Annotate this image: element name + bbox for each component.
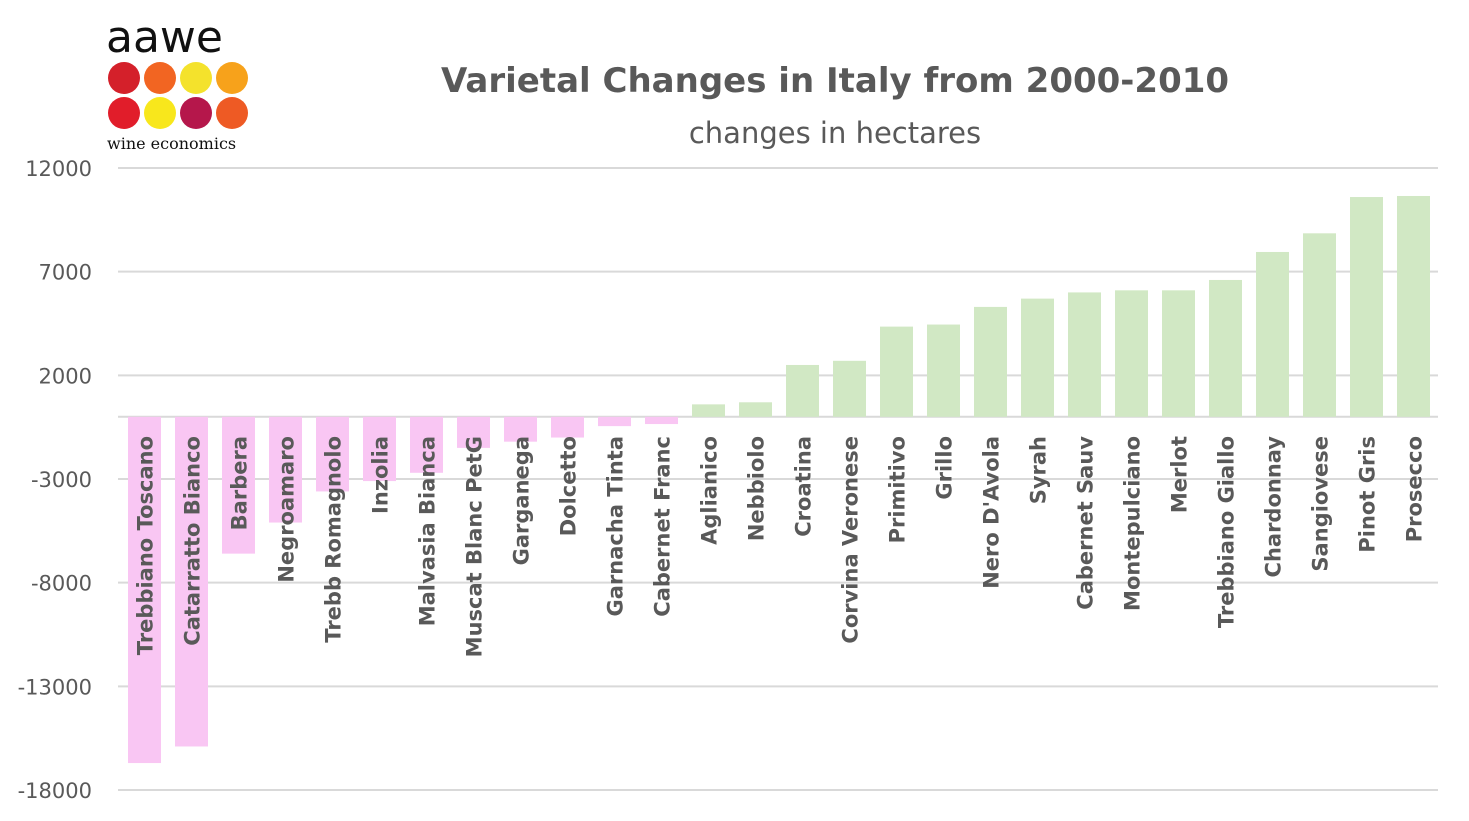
bar	[1209, 279, 1242, 417]
logo-brand-text: aawe	[106, 12, 223, 63]
category-label: Nebbiolo	[745, 436, 769, 541]
bar	[1256, 251, 1289, 417]
category-label: Cabernet Franc	[651, 436, 675, 617]
category-label: Trebb Romagnolo	[322, 436, 346, 643]
logo-dot	[108, 97, 140, 129]
bar	[363, 416, 396, 482]
category-label: Cabernet Sauv	[1074, 436, 1098, 610]
category-labels: Trebbiano Toscano Catarratto Bianco Barber…	[134, 436, 1427, 658]
category-label: Dolcetto	[557, 436, 581, 536]
logo-dots	[108, 62, 248, 129]
category-label: Primitivo	[886, 436, 910, 543]
category-label: Nero D'Avola	[980, 436, 1004, 589]
bars	[128, 195, 1430, 764]
bar	[645, 416, 678, 425]
bar	[1115, 290, 1148, 417]
category-label: Catarratto Bianco	[181, 436, 205, 646]
bar	[598, 416, 631, 427]
bar	[128, 416, 161, 764]
category-label: Negroamaro	[275, 436, 299, 583]
bar	[269, 416, 302, 523]
category-label: Pinot Gris	[1356, 436, 1380, 553]
bar	[739, 402, 772, 417]
logo-dot	[108, 62, 140, 94]
bar	[974, 306, 1007, 417]
category-label: Malvasia Bianca	[416, 436, 440, 626]
category-label: Merlot	[1168, 436, 1192, 513]
category-label: Chardonnay	[1262, 436, 1286, 578]
category-label: Aglianico	[698, 436, 722, 545]
bar	[222, 416, 255, 554]
category-label: Croatina	[792, 436, 816, 537]
bar	[880, 326, 913, 417]
y-tick-label: -18000	[18, 779, 92, 803]
category-label: Sangiovese	[1309, 436, 1333, 572]
category-label: Trebbiano Giallo	[1215, 436, 1239, 628]
category-label: Syrah	[1027, 436, 1051, 504]
category-label: Barbera	[228, 436, 252, 530]
logo-dot	[180, 97, 212, 129]
category-label: Montepulciano	[1121, 436, 1145, 611]
y-axis-ticks: 12000 7000 2000 -3000 -8000 -13000 -18000	[18, 157, 92, 803]
logo-dot	[144, 97, 176, 129]
category-label: Prosecco	[1403, 436, 1427, 542]
bar	[786, 364, 819, 417]
chart-title: Varietal Changes in Italy from 2000-2010	[441, 61, 1229, 101]
bar	[1350, 197, 1383, 417]
logo-tagline: wine economics	[107, 134, 236, 153]
bar	[833, 360, 866, 417]
aawe-logo: aawe wine economics	[100, 12, 260, 162]
y-tick-label: 7000	[39, 261, 92, 285]
bar	[457, 416, 490, 448]
category-label: Muscat Blanc PetG	[463, 436, 487, 657]
y-tick-label: 2000	[39, 364, 92, 388]
y-tick-label: 12000	[25, 157, 92, 181]
y-tick-label: -8000	[31, 572, 92, 596]
logo-graphic: aawe wine economics	[106, 12, 248, 153]
bar	[504, 416, 537, 442]
category-label: Corvina Veronese	[839, 436, 863, 644]
bar	[1303, 233, 1336, 417]
y-tick-label: -13000	[18, 675, 92, 699]
logo-dot	[144, 62, 176, 94]
logo-dot	[216, 97, 248, 129]
category-label: Inzolia	[369, 436, 393, 514]
bar	[1397, 195, 1430, 417]
chart-subtitle: changes in hectares	[689, 116, 981, 150]
bar	[551, 416, 584, 438]
y-tick-label: -3000	[31, 468, 92, 492]
category-label: Grillo	[933, 436, 957, 500]
category-label: Trebbiano Toscano	[134, 436, 158, 655]
bar	[1162, 290, 1195, 417]
bar	[175, 416, 208, 747]
bar	[316, 416, 349, 492]
bar	[692, 404, 725, 417]
gridlines	[118, 167, 1438, 791]
bar	[1068, 292, 1101, 417]
logo-dot	[216, 62, 248, 94]
bar	[410, 416, 443, 473]
logo-dot	[180, 62, 212, 94]
category-label: Garnacha Tinta	[604, 436, 628, 616]
bar	[1021, 298, 1054, 417]
category-label: Garganega	[510, 436, 534, 565]
bar	[927, 324, 960, 417]
